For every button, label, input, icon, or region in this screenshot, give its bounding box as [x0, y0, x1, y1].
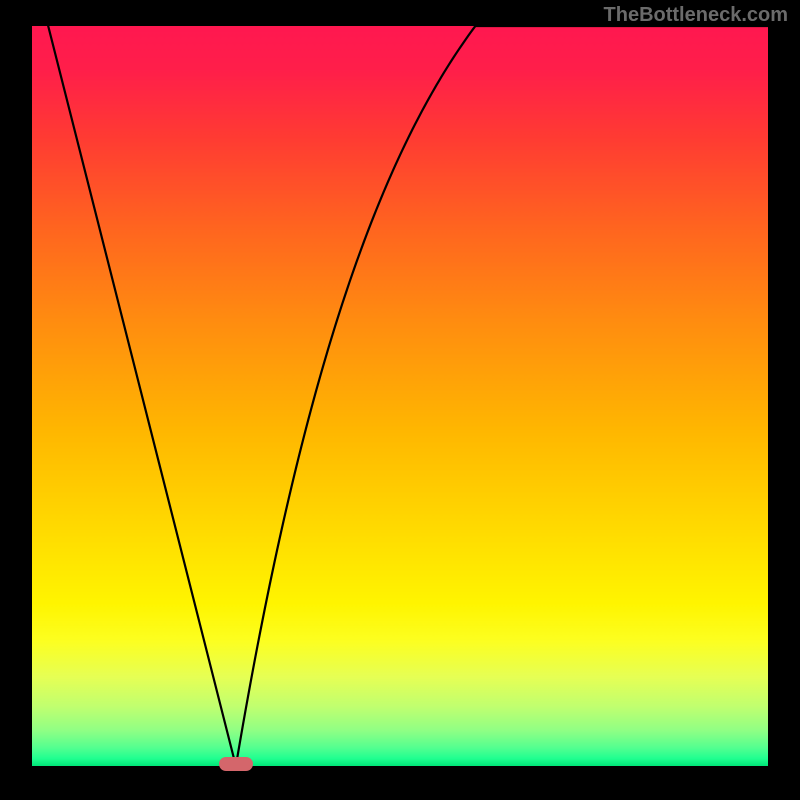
chart-container: TheBottleneck.com — [0, 0, 800, 800]
bottleneck-marker — [219, 757, 253, 771]
plot-area — [32, 26, 768, 766]
chart-curve — [32, 26, 768, 766]
watermark-text: TheBottleneck.com — [604, 4, 788, 27]
